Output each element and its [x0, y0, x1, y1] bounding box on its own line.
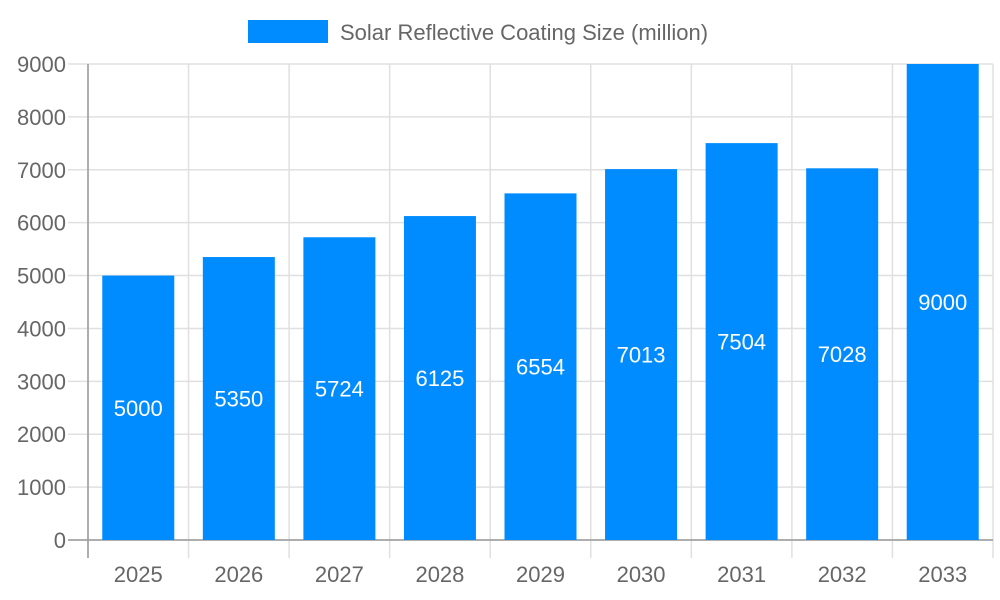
bar-2026 — [202, 257, 275, 540]
legend-label: Solar Reflective Coating Size (million) — [340, 20, 708, 45]
legend-swatch — [248, 20, 328, 43]
bars — [102, 64, 979, 541]
x-tick-label: 2029 — [516, 562, 565, 587]
y-tick-label: 3000 — [17, 369, 66, 394]
legend: Solar Reflective Coating Size (million) — [248, 20, 708, 45]
y-tick-label: 9000 — [17, 52, 66, 77]
data-label: 5350 — [214, 387, 263, 412]
y-tick-label: 7000 — [17, 158, 66, 183]
x-tick-label: 2031 — [717, 562, 766, 587]
bar-2027 — [303, 237, 376, 540]
x-tick-label: 2030 — [617, 562, 666, 587]
bar-2032 — [806, 168, 879, 541]
y-tick-label: 5000 — [17, 264, 66, 289]
bar-2031 — [705, 143, 778, 541]
y-tick-label: 6000 — [17, 211, 66, 236]
x-tick-label: 2026 — [214, 562, 263, 587]
data-label: 7013 — [617, 343, 666, 368]
data-label: 9000 — [918, 290, 967, 315]
data-label: 7504 — [717, 330, 766, 355]
x-tick-label: 2033 — [918, 562, 967, 587]
x-tick-label: 2028 — [415, 562, 464, 587]
bar-2028 — [403, 216, 476, 541]
y-tick-label: 1000 — [17, 475, 66, 500]
x-tick-label: 2025 — [114, 562, 163, 587]
x-tick-label: 2027 — [315, 562, 364, 587]
bar-2030 — [605, 169, 678, 541]
y-tick-label: 8000 — [17, 105, 66, 130]
data-label: 6125 — [415, 366, 464, 391]
data-label: 7028 — [818, 342, 867, 367]
y-tick-label: 2000 — [17, 422, 66, 447]
y-tick-label: 0 — [54, 528, 66, 553]
y-tick-label: 4000 — [17, 316, 66, 341]
data-label: 5000 — [114, 396, 163, 421]
data-label: 5724 — [315, 377, 364, 402]
data-label: 6554 — [516, 355, 565, 380]
bar-2025 — [102, 275, 175, 540]
bar-2033 — [906, 64, 979, 540]
y-axis-ticks: 0 1000 2000 3000 4000 5000 6000 7000 8000 9000 — [17, 52, 66, 553]
data-labels: 5000 5350 5724 6125 6554 7013 7504 7028 9000 — [114, 290, 967, 421]
bar-2029 — [504, 193, 577, 541]
x-tick-label: 2032 — [818, 562, 867, 587]
x-axis-ticks: 2025 2026 2027 2028 2029 2030 2031 2032 2033 — [114, 562, 967, 587]
